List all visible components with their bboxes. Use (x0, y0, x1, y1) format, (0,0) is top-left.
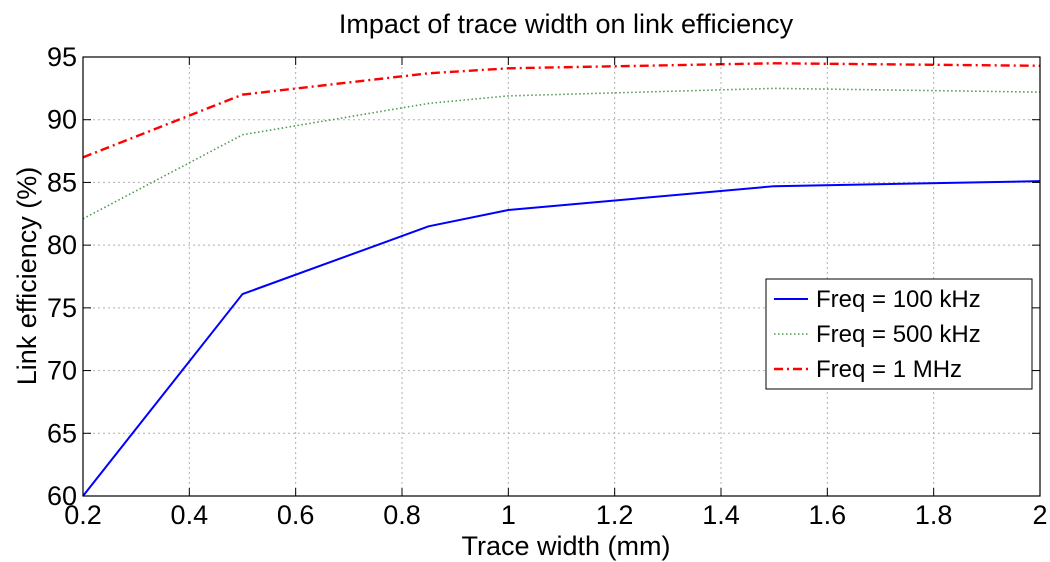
x-axis-label: Trace width (mm) (461, 531, 670, 561)
x-tick-label: 1.8 (915, 500, 953, 530)
y-tick-label: 95 (47, 42, 77, 72)
y-tick-label: 80 (47, 230, 77, 260)
chart-title: Impact of trace width on link efficiency (339, 9, 794, 39)
plot-series (82, 62, 1041, 497)
legend-label-2: Freq = 500 kHz (816, 321, 981, 348)
x-tick-label: 2 (1032, 500, 1047, 530)
grid (83, 57, 1040, 496)
y-tick-label: 75 (47, 293, 77, 323)
x-tick-label: 1.6 (809, 500, 847, 530)
x-tick-label: 0.2 (64, 500, 102, 530)
y-ticks: 60 65 70 75 80 85 90 95 (47, 42, 1040, 511)
y-tick-label: 65 (47, 418, 77, 448)
x-tick-label: 0.6 (277, 500, 315, 530)
x-tick-label: 0.8 (383, 500, 421, 530)
legend-box (765, 278, 1033, 390)
x-ticks: 0.2 0.4 0.6 0.8 1 1.2 1.4 1.6 1.8 2 (64, 57, 1048, 530)
legend: Freq = 100 kHz Freq = 500 kHz Freq = 1 MHz (765, 278, 1033, 390)
x-tick-label: 0.4 (171, 500, 209, 530)
y-axis-label: Link efficiency (%) (12, 167, 42, 386)
x-tick-label: 1.4 (702, 500, 740, 530)
y-tick-label: 90 (47, 105, 77, 135)
legend-label-1: Freq = 100 kHz (816, 286, 981, 313)
y-tick-label: 85 (47, 167, 77, 197)
y-tick-label: 60 (47, 481, 77, 511)
legend-label-3: Freq = 1 MHz (816, 356, 962, 383)
series-line-2 (82, 87, 1041, 220)
series-line-3 (82, 62, 1041, 159)
plot-frame (82, 56, 1041, 497)
x-tick-label: 1.2 (596, 500, 634, 530)
x-tick-label: 1 (501, 500, 516, 530)
series-line-1 (82, 180, 1041, 497)
y-tick-label: 70 (47, 356, 77, 386)
